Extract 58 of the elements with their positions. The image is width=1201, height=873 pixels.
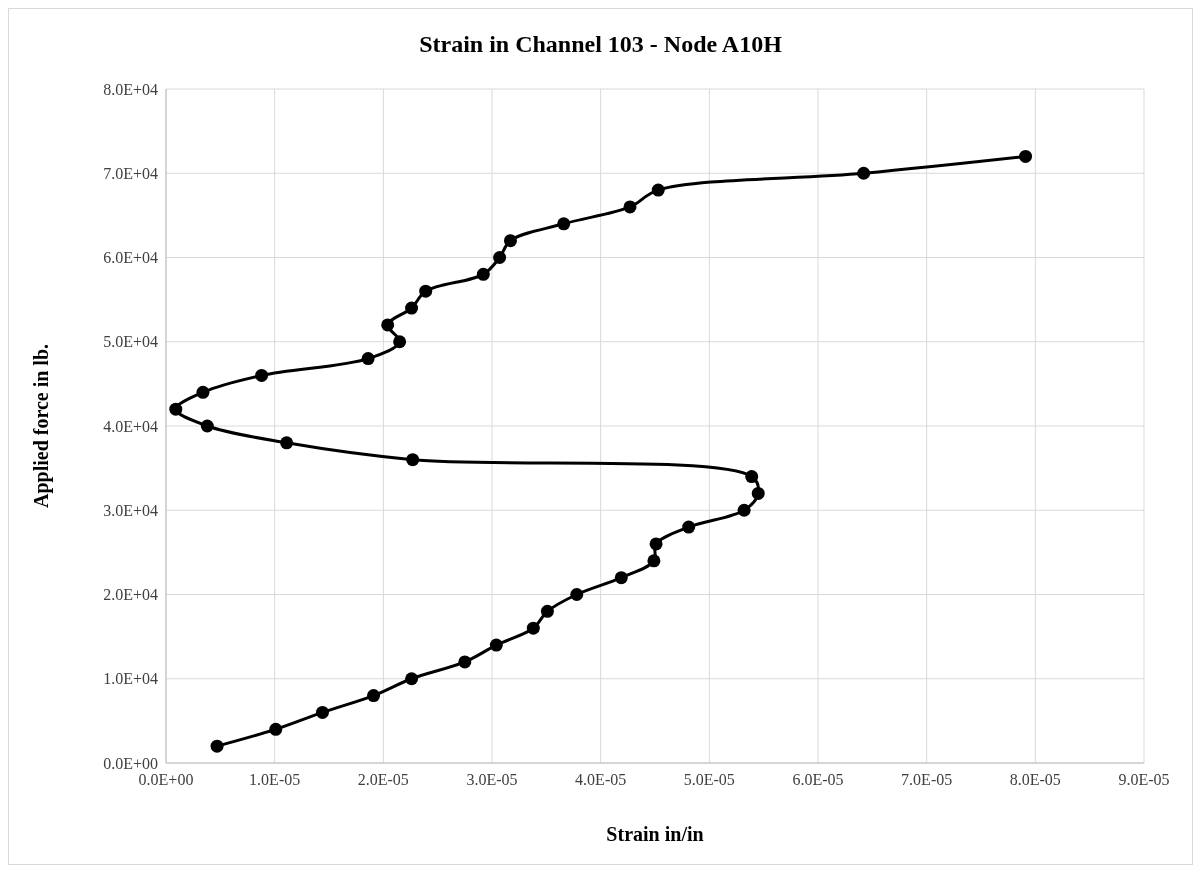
x-tick-label: 9.0E-05 xyxy=(1118,771,1170,788)
point xyxy=(751,486,765,500)
point xyxy=(623,200,637,214)
y-tick-label: 4.0E+04 xyxy=(103,417,158,435)
point xyxy=(649,537,663,551)
point xyxy=(393,335,407,349)
point xyxy=(315,705,329,719)
point xyxy=(269,722,283,736)
x-tick-label: 4.0E-05 xyxy=(575,771,627,788)
y-tick-label: 5.0E+04 xyxy=(103,333,158,351)
y-tick-label: 1.0E+04 xyxy=(103,670,158,688)
point xyxy=(737,503,751,517)
point xyxy=(406,453,420,467)
point xyxy=(503,234,517,248)
point xyxy=(361,352,375,366)
x-tick-label: 5.0E-05 xyxy=(683,771,735,788)
y-tick-label: 7.0E+04 xyxy=(103,164,158,182)
y-tick-label: 0.0E+00 xyxy=(103,754,158,772)
y-tick-label: 6.0E+04 xyxy=(103,249,158,267)
point xyxy=(200,419,214,433)
point xyxy=(381,318,395,332)
point xyxy=(458,655,472,669)
point xyxy=(540,604,554,618)
chart-title: Strain in Channel 103 - Node A10H xyxy=(419,31,783,57)
point xyxy=(493,251,507,264)
y-tick-label: 2.0E+04 xyxy=(103,586,158,604)
x-tick-label: 0.0E+00 xyxy=(138,771,194,788)
y-tick-label: 8.0E+04 xyxy=(103,80,158,98)
point xyxy=(280,436,294,450)
point xyxy=(196,385,210,399)
point xyxy=(570,588,584,601)
point xyxy=(1019,149,1033,163)
x-tick-label: 7.0E-05 xyxy=(901,771,953,788)
x-tick-label: 6.0E-05 xyxy=(792,771,844,788)
point xyxy=(405,672,419,686)
x-tick-label: 1.0E-05 xyxy=(249,771,301,788)
point xyxy=(647,554,661,568)
point xyxy=(405,301,419,315)
point xyxy=(419,284,433,298)
point xyxy=(651,183,665,197)
point xyxy=(526,621,540,635)
point xyxy=(745,470,759,484)
x-tick-label: 3.0E-05 xyxy=(466,771,518,788)
point xyxy=(367,689,381,703)
x-tick-label: 2.0E-05 xyxy=(357,771,409,788)
point xyxy=(857,166,871,180)
point xyxy=(476,267,490,281)
point xyxy=(255,368,269,382)
point xyxy=(682,520,696,534)
y-axis-title: Applied force in lb. xyxy=(30,343,53,509)
x-tick-label: 8.0E-05 xyxy=(1009,771,1061,788)
x-axis-title: Strain in/in xyxy=(606,823,704,845)
point xyxy=(489,638,503,652)
point xyxy=(210,739,224,753)
point xyxy=(557,217,571,231)
point xyxy=(614,571,628,585)
y-tick-label: 3.0E+04 xyxy=(103,501,158,519)
point xyxy=(169,402,183,416)
